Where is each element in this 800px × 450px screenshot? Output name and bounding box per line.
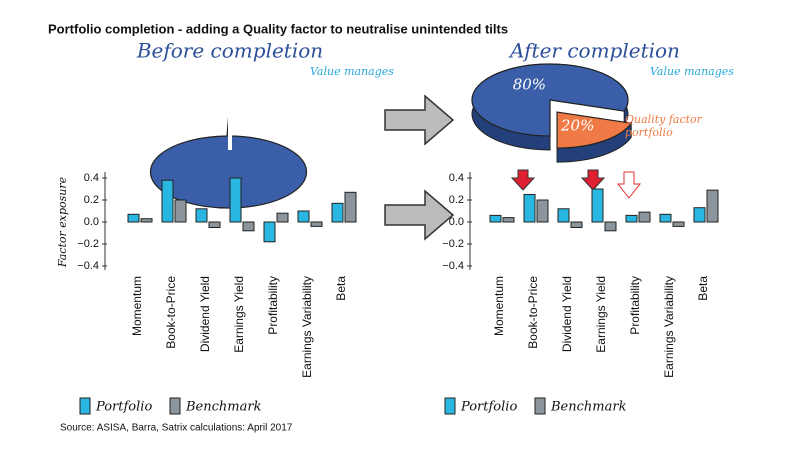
- pie-gap: [228, 100, 232, 150]
- bar: [127, 213, 140, 223]
- x-tick-label: Book-to-Price: [164, 276, 178, 349]
- pie-legend-label: Quality factor portfolio: [625, 113, 703, 139]
- page-title: Portfolio completion - adding a Quality …: [48, 21, 508, 36]
- y-tick-label: −0.2: [442, 238, 464, 250]
- pie-slice: [149, 99, 308, 209]
- bar: [263, 221, 276, 243]
- x-tick-label: Dividend Yield: [560, 276, 574, 352]
- down-arrow: [510, 169, 536, 191]
- arrow: [384, 189, 455, 241]
- pie-value-label: 80%: [513, 75, 546, 93]
- bar: [174, 199, 187, 223]
- x-tick-label: Beta: [696, 276, 710, 301]
- bar: [502, 217, 515, 223]
- pie-legend-label: Value manages: [650, 65, 734, 78]
- bar: [276, 212, 289, 223]
- bar: [331, 202, 344, 223]
- x-tick-label: Beta: [334, 276, 348, 301]
- y-tick-label: −0.2: [77, 238, 99, 250]
- bar: [625, 214, 638, 223]
- bar: [489, 214, 502, 223]
- y-tick-label: −0.4: [77, 260, 99, 272]
- x-tick-label: Profitability: [266, 276, 280, 335]
- arrow: [384, 94, 455, 146]
- bar: [140, 218, 153, 223]
- legend-swatch: [79, 397, 91, 415]
- legend-swatch: [169, 397, 181, 415]
- bar: [557, 208, 570, 223]
- source: Source: ASISA, Barra, Satrix calculation…: [60, 423, 293, 434]
- y-tick-label: 0.0: [449, 216, 464, 228]
- bar: [536, 199, 549, 223]
- pie-value-label: 20%: [560, 117, 594, 135]
- down-arrow: [616, 171, 642, 199]
- legend-label: Portfolio: [460, 400, 517, 415]
- bar: [591, 188, 604, 223]
- pie-value-label: 100: [216, 72, 245, 90]
- bar: [195, 208, 208, 223]
- bar: [693, 207, 706, 223]
- bar: [523, 194, 536, 223]
- y-tick-label: 0.2: [449, 194, 464, 206]
- x-tick-label: Momentum: [130, 276, 144, 336]
- bar: [161, 179, 174, 223]
- y-axis-label: Factor exposure: [56, 176, 69, 268]
- y-tick-label: −0.4: [442, 260, 464, 272]
- x-tick-label: Earnings Yield: [232, 276, 246, 353]
- arrows: [384, 94, 455, 241]
- pie-title: Before completion: [136, 39, 323, 63]
- bar: [570, 221, 583, 228]
- bar: [310, 221, 323, 227]
- pie-slice: [471, 63, 629, 137]
- bar: [297, 210, 310, 223]
- legend-swatch: [444, 397, 456, 415]
- bar: [638, 211, 651, 223]
- legend-swatch: [534, 397, 546, 415]
- bar: [672, 221, 685, 227]
- x-tick-label: Dividend Yield: [198, 276, 212, 352]
- x-tick-label: Profitability: [628, 276, 642, 335]
- x-tick-label: Earnings Variability: [300, 276, 314, 378]
- bar: [242, 221, 255, 232]
- x-tick-label: Earnings Yield: [594, 276, 608, 353]
- y-tick-label: 0.2: [84, 194, 99, 206]
- y-tick-label: 0.4: [449, 172, 464, 184]
- x-tick-label: Earnings Variability: [662, 276, 676, 378]
- pie-legend-label: Value manages: [310, 65, 394, 78]
- y-tick-label: 0.0: [84, 216, 99, 228]
- pie-title: After completion: [508, 39, 680, 63]
- bar: [604, 221, 617, 232]
- pie-slice: [556, 111, 633, 149]
- bar: [344, 191, 357, 223]
- x-tick-label: Momentum: [492, 276, 506, 336]
- down-arrow: [580, 169, 606, 191]
- bar: [659, 213, 672, 223]
- legend-label: Benchmark: [185, 400, 262, 415]
- bar: [229, 177, 242, 223]
- bar: [208, 221, 221, 228]
- bar: [706, 189, 719, 223]
- legend-label: Benchmark: [550, 400, 627, 415]
- legend-label: Portfolio: [95, 400, 152, 415]
- y-tick-label: 0.4: [84, 172, 99, 184]
- x-tick-label: Book-to-Price: [526, 276, 540, 349]
